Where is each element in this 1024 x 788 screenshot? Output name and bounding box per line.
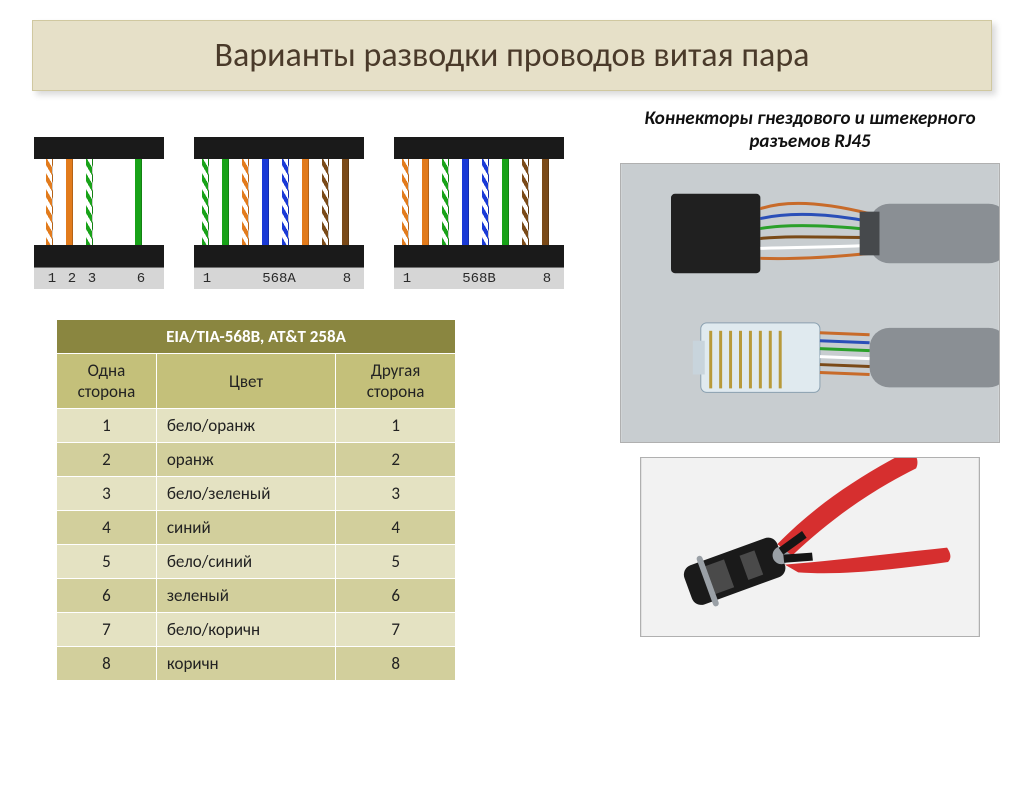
wiring-diagrams-row: 123 6 18568A 18568B: [34, 137, 590, 289]
table-cell: зеленый: [156, 579, 335, 613]
table-body: 1бело/оранж12оранж23бело/зеленый34синий4…: [57, 409, 456, 681]
wire: [86, 159, 93, 245]
table-row: 6зеленый6: [57, 579, 456, 613]
photo-connectors-svg: [621, 164, 999, 442]
table-cell: 4: [57, 511, 157, 545]
wire: [542, 159, 549, 245]
table-cell: бело/синий: [156, 545, 335, 579]
pin-number: 2: [65, 271, 79, 287]
table-cell: бело/коричн: [156, 613, 335, 647]
table-cell: 5: [336, 545, 456, 579]
right-column: Коннекторы гнездового и штекерного разъе…: [620, 107, 1000, 681]
table-header-row: Одна сторонаЦветДругая сторона: [57, 354, 456, 409]
table-cell: 1: [57, 409, 157, 443]
table-cell: 8: [57, 647, 157, 681]
table-cell: 5: [57, 545, 157, 579]
table-column-header: Другая сторона: [336, 354, 456, 409]
wire: [222, 159, 229, 245]
standard-label: 568A: [194, 271, 364, 287]
standard-label: 568B: [394, 271, 564, 287]
photo-crimper-svg: [641, 458, 979, 636]
table-cell: бело/оранж: [156, 409, 335, 443]
table-cell: 6: [336, 579, 456, 613]
wire: [66, 159, 73, 245]
table-cell: синий: [156, 511, 335, 545]
wire: [46, 159, 53, 245]
wire: [262, 159, 269, 245]
table-row: 2оранж2: [57, 443, 456, 477]
slide-title-bar: Варианты разводки проводов витая пара: [32, 20, 992, 91]
photos-caption: Коннекторы гнездового и штекерного разъе…: [620, 107, 1000, 153]
wire: [302, 159, 309, 245]
pin-number: 6: [134, 271, 148, 287]
wire: [202, 159, 209, 245]
table-cell: 1: [336, 409, 456, 443]
table-row: 3бело/зеленый3: [57, 477, 456, 511]
wiring-diagram: 18568A: [194, 137, 364, 289]
table-cell: 4: [336, 511, 456, 545]
wires-area: [394, 159, 564, 245]
content-area: 123618568A18568B EIA/TIA-568B, AT&T 258A…: [0, 101, 1024, 681]
table-row: 4синий4: [57, 511, 456, 545]
connector-bottom: [194, 245, 364, 267]
wire: [242, 159, 249, 245]
wire: [522, 159, 529, 245]
table-cell: бело/зеленый: [156, 477, 335, 511]
table-cell: коричн: [156, 647, 335, 681]
wire: [402, 159, 409, 245]
wiring-table: EIA/TIA-568B, AT&T 258A Одна сторонаЦвет…: [56, 319, 456, 681]
wiring-diagram: 18568B: [394, 137, 564, 289]
table-cell: 8: [336, 647, 456, 681]
table-row: 1бело/оранж1: [57, 409, 456, 443]
wire: [502, 159, 509, 245]
table-row: 5бело/синий5: [57, 545, 456, 579]
wires-area: [34, 159, 164, 245]
table-cell: 6: [57, 579, 157, 613]
wire: [342, 159, 349, 245]
labels-area: 18568A: [194, 267, 364, 289]
wire: [422, 159, 429, 245]
table-column-header: Одна сторона: [57, 354, 157, 409]
photo-connectors: [620, 163, 1000, 443]
connector-top: [194, 137, 364, 159]
table-row: 8коричн8: [57, 647, 456, 681]
wire: [135, 159, 142, 245]
connector-top: [394, 137, 564, 159]
table-cell: оранж: [156, 443, 335, 477]
table-cell: 7: [57, 613, 157, 647]
wire: [462, 159, 469, 245]
pin-number: 3: [85, 271, 99, 287]
connector-bottom: [34, 245, 164, 267]
wires-area: [194, 159, 364, 245]
connector-top: [34, 137, 164, 159]
table-column-header: Цвет: [156, 354, 335, 409]
labels-area: 123 6: [34, 267, 164, 289]
wire: [282, 159, 289, 245]
pin-number: 1: [45, 271, 59, 287]
slide-title: Варианты разводки проводов витая пара: [53, 35, 971, 76]
table-title: EIA/TIA-568B, AT&T 258A: [57, 320, 456, 354]
wire: [322, 159, 329, 245]
connector-bottom: [394, 245, 564, 267]
wire: [442, 159, 449, 245]
table-cell: 2: [336, 443, 456, 477]
table-cell: 3: [57, 477, 157, 511]
photo-crimper: [640, 457, 980, 637]
labels-area: 18568B: [394, 267, 564, 289]
table-cell: 7: [336, 613, 456, 647]
table-cell: 2: [57, 443, 157, 477]
table-cell: 3: [336, 477, 456, 511]
table-row: 7бело/коричн7: [57, 613, 456, 647]
wire: [482, 159, 489, 245]
wiring-diagram: 123 6: [34, 137, 164, 289]
left-column: 123618568A18568B EIA/TIA-568B, AT&T 258A…: [30, 107, 590, 681]
